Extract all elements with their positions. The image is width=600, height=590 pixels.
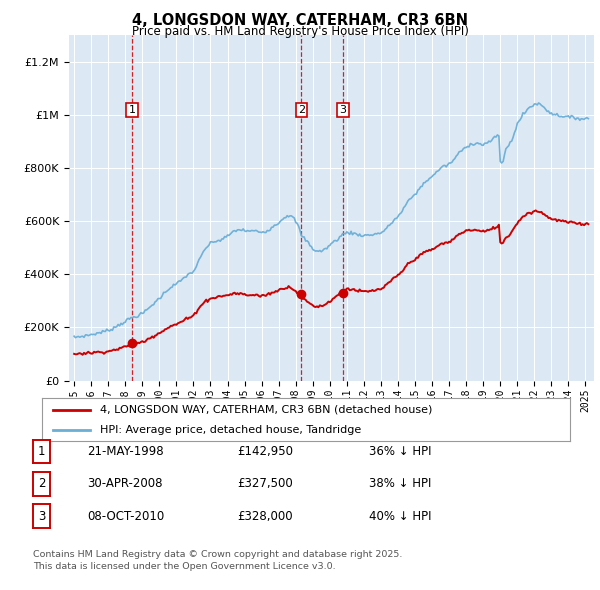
Text: HPI: Average price, detached house, Tandridge: HPI: Average price, detached house, Tand… [100,425,361,435]
Text: 1: 1 [128,105,136,114]
Text: 3: 3 [340,105,346,114]
Text: £327,500: £327,500 [237,477,293,490]
Text: £328,000: £328,000 [237,510,293,523]
Text: 21-MAY-1998: 21-MAY-1998 [87,445,164,458]
Text: £142,950: £142,950 [237,445,293,458]
Text: Price paid vs. HM Land Registry's House Price Index (HPI): Price paid vs. HM Land Registry's House … [131,25,469,38]
Text: 40% ↓ HPI: 40% ↓ HPI [369,510,431,523]
Text: 30-APR-2008: 30-APR-2008 [87,477,163,490]
Text: 1: 1 [38,445,46,458]
Text: 36% ↓ HPI: 36% ↓ HPI [369,445,431,458]
Text: 4, LONGSDON WAY, CATERHAM, CR3 6BN (detached house): 4, LONGSDON WAY, CATERHAM, CR3 6BN (deta… [100,405,433,415]
Text: 2: 2 [38,477,46,490]
Text: 3: 3 [38,510,46,523]
Text: 2: 2 [298,105,305,114]
Text: Contains HM Land Registry data © Crown copyright and database right 2025.
This d: Contains HM Land Registry data © Crown c… [33,550,403,571]
Text: 08-OCT-2010: 08-OCT-2010 [87,510,164,523]
Text: 38% ↓ HPI: 38% ↓ HPI [369,477,431,490]
Text: 4, LONGSDON WAY, CATERHAM, CR3 6BN: 4, LONGSDON WAY, CATERHAM, CR3 6BN [132,13,468,28]
